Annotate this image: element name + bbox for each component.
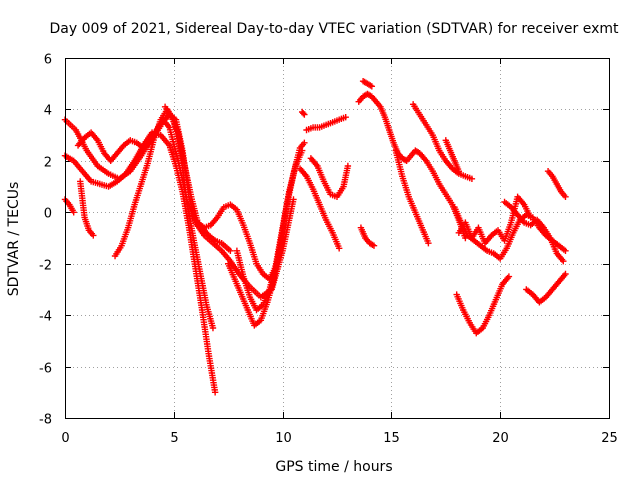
- data-point: [368, 83, 376, 90]
- series-arc-17: [392, 147, 432, 247]
- series-arc-25: [501, 198, 567, 265]
- data-point: [290, 196, 297, 203]
- points-layer: [61, 77, 569, 396]
- series-arc-05: [77, 178, 97, 239]
- data-point: [560, 257, 567, 265]
- grid-layer: [65, 58, 609, 418]
- data-point: [301, 139, 308, 147]
- data-point: [344, 162, 352, 170]
- plot-frame: [65, 58, 610, 419]
- data-point: [562, 247, 569, 255]
- tick-layer: [65, 58, 610, 419]
- series-arc-22: [455, 193, 534, 247]
- series-arc-11: [303, 113, 349, 134]
- data-point: [527, 214, 534, 221]
- chart-title: Day 009 of 2021, Sidereal Day-to-day VTE…: [50, 21, 620, 37]
- x-tick-label: 15: [383, 431, 400, 446]
- series-arc-15: [359, 77, 376, 90]
- data-point: [335, 245, 343, 252]
- data-point: [425, 239, 432, 247]
- data-point: [209, 324, 217, 332]
- x-tick-label: 10: [275, 431, 292, 446]
- series-arc-21: [453, 273, 513, 337]
- series-arc-18: [409, 101, 476, 183]
- x-tick-label: 20: [492, 431, 509, 446]
- data-point: [562, 193, 569, 201]
- data-point: [455, 167, 463, 175]
- series-arc-23: [523, 270, 569, 306]
- data-point-interp: [300, 110, 307, 117]
- x-tick-label: 5: [170, 431, 178, 446]
- series-arc-19: [442, 137, 463, 175]
- data-point: [70, 209, 77, 216]
- series-arc-13: [298, 108, 308, 118]
- x-axis-label: GPS time / hours: [275, 459, 392, 475]
- y-tick-label: -4: [39, 310, 52, 325]
- y-axis-label: SDTVAR / TECUs: [6, 182, 22, 297]
- y-tick-label: -8: [39, 413, 52, 428]
- series-arc-09: [233, 147, 306, 314]
- data-point: [505, 273, 513, 280]
- data-point: [298, 147, 306, 154]
- y-tick-label: -2: [39, 259, 52, 274]
- x-tick-label: 25: [601, 431, 618, 446]
- series-arc-10: [296, 165, 343, 252]
- label-layer: 0 5 10 15 20 25 -8 -6 -4 -2 0 2 4 6: [39, 53, 618, 447]
- x-tick-label: 0: [61, 431, 69, 446]
- data-point: [301, 111, 308, 118]
- y-tick-label: 2: [44, 156, 52, 171]
- series-arc-24: [544, 167, 569, 201]
- data-point: [342, 113, 349, 121]
- data-point: [227, 247, 234, 255]
- y-tick-label: 0: [44, 207, 52, 222]
- series-arc-12: [307, 155, 352, 201]
- data-point: [370, 242, 378, 249]
- data-point: [211, 389, 219, 396]
- data-point: [562, 270, 569, 278]
- y-tick-label: 6: [44, 53, 52, 68]
- series-arc-16: [357, 224, 378, 249]
- data-point: [468, 175, 476, 183]
- y-tick-label: -6: [39, 362, 52, 377]
- y-tick-label: 4: [44, 104, 52, 119]
- data-point: [90, 232, 97, 239]
